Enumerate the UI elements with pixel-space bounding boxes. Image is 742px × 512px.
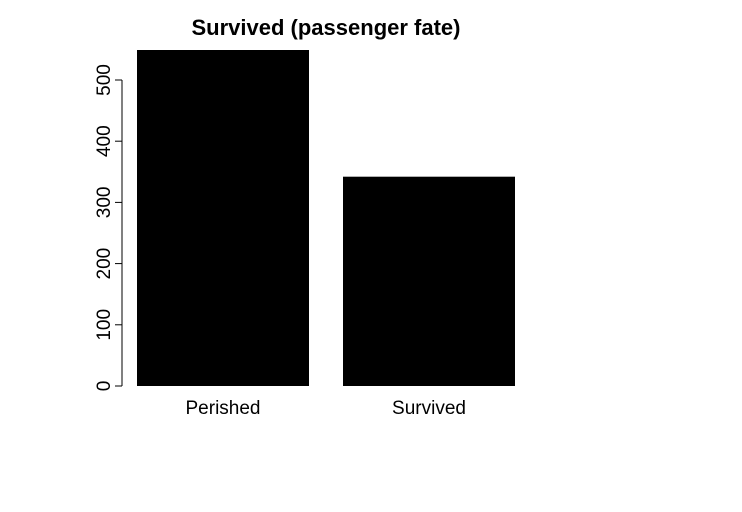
x-category-label: Survived [392,398,466,419]
y-tick-label: 200 [94,248,115,280]
bars [137,50,515,386]
y-axis: 0 100 200 300 400 500 [94,64,123,392]
x-category-label: Perished [186,398,261,419]
chart-title: Survived (passenger fate) [192,15,461,40]
bar-survived [343,176,515,386]
y-tick-label: 300 [94,187,115,219]
y-tick-label: 0 [94,381,115,392]
y-tick-label: 500 [94,64,115,96]
y-tick-label: 400 [94,125,115,157]
y-tick-label: 100 [94,309,115,341]
x-axis-labels: Perished Survived [186,398,466,419]
bar-perished [137,50,309,386]
